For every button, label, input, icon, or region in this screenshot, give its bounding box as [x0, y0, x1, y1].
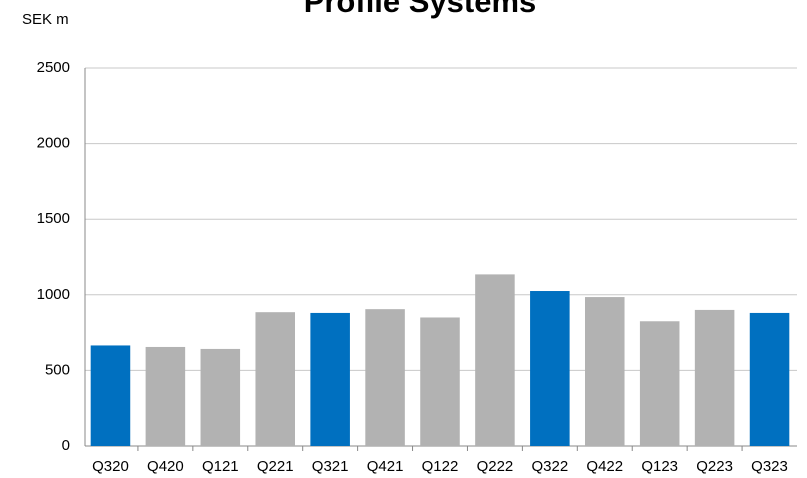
- x-tick-label: Q122: [422, 458, 459, 475]
- bar: [584, 297, 625, 446]
- x-tick-label: Q223: [696, 458, 733, 475]
- x-tick-label: Q421: [367, 458, 404, 475]
- y-tick-label: 0: [62, 437, 70, 454]
- y-tick-label: 2000: [37, 135, 70, 152]
- x-tick-label: Q121: [202, 458, 239, 475]
- x-tick-label: Q320: [92, 458, 129, 475]
- bar: [200, 348, 241, 446]
- y-tick-label: 2500: [37, 59, 70, 76]
- x-tick-label: Q322: [531, 458, 568, 475]
- x-tick-label: Q321: [312, 458, 349, 475]
- bar: [749, 312, 790, 446]
- bar: [639, 321, 680, 446]
- bar: [255, 312, 296, 446]
- chart-title: Profile Systems: [304, 0, 537, 19]
- y-tick-label: 1500: [37, 210, 70, 227]
- y-tick-label: 500: [45, 361, 70, 378]
- bar: [530, 291, 570, 446]
- bar: [310, 312, 350, 446]
- y-tick-label: 1000: [37, 286, 70, 303]
- bar: [694, 309, 735, 446]
- bar: [145, 346, 186, 446]
- x-tick-label: Q422: [586, 458, 623, 475]
- bar: [90, 345, 131, 446]
- bar: [475, 274, 515, 446]
- x-tick-label: Q420: [147, 458, 184, 475]
- bar: [365, 309, 405, 446]
- x-tick-label: Q221: [257, 458, 294, 475]
- bar: [420, 317, 460, 446]
- x-tick-label: Q323: [751, 458, 788, 475]
- x-tick-label: Q123: [641, 458, 678, 475]
- x-tick-label: Q222: [477, 458, 514, 475]
- y-axis-label: SEK m: [22, 11, 69, 28]
